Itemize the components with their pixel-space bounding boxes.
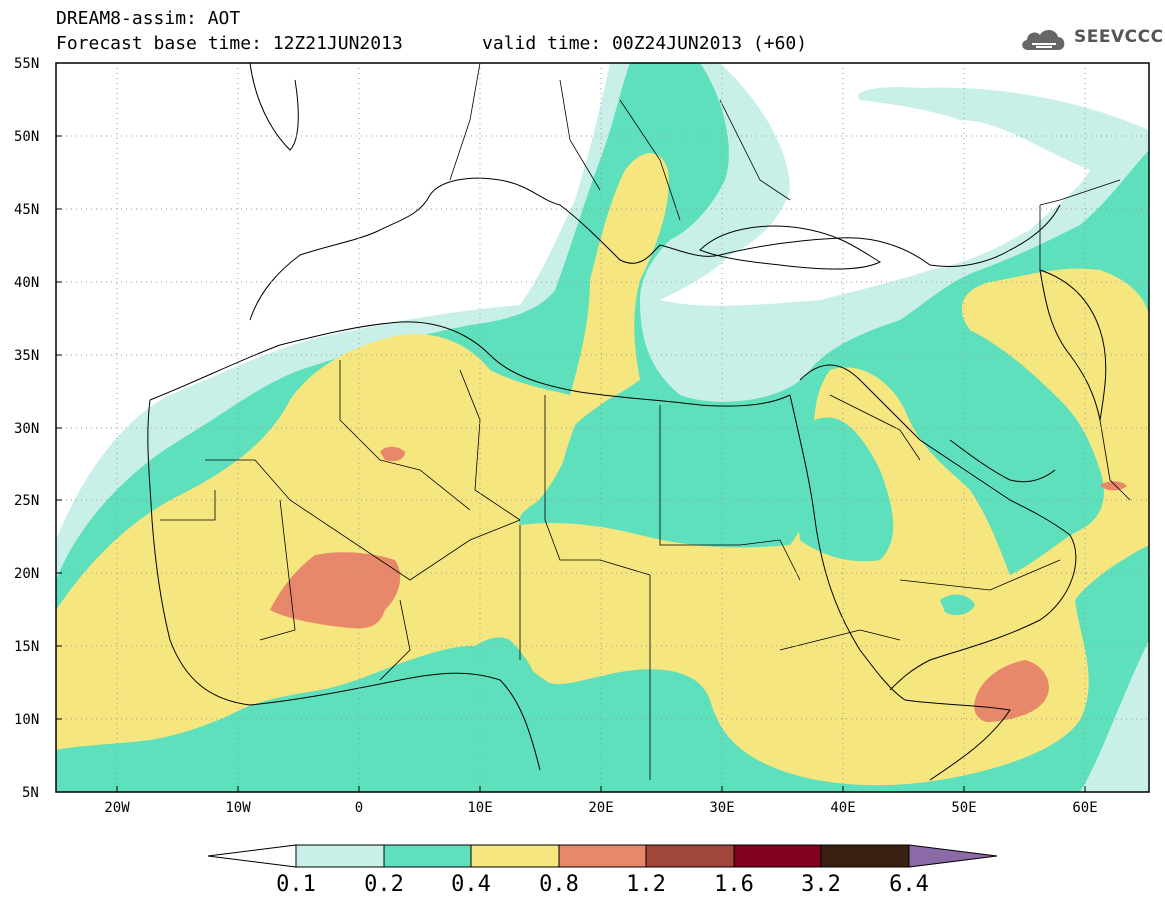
lat-label-5n: 5N	[22, 785, 39, 801]
lon-label-10w: 10W	[225, 800, 251, 816]
coastline-north-africa	[149, 321, 791, 407]
colorbar-swatch-0.8	[558, 844, 647, 868]
aot-contour-0.8-iran	[1100, 481, 1127, 491]
lat-label-25n: 25N	[14, 493, 39, 509]
colorbar-swatch-1.2	[645, 844, 735, 868]
colorbar-label-0.1: 0.1	[276, 872, 316, 897]
colorbar-label-3.2: 3.2	[801, 872, 841, 897]
lat-label-45n: 45N	[14, 202, 39, 218]
aot-contour-0.8-algeria	[380, 446, 405, 462]
cloud-icon	[1022, 29, 1065, 50]
colorbar-swatch-0.2	[383, 844, 472, 868]
colorbar	[207, 844, 998, 868]
valid-time: valid time: 00Z24JUN2013 (+60)	[482, 33, 808, 54]
colorbar-label-0.2: 0.2	[364, 872, 404, 897]
plot-title: DREAM8-assim: AOT	[56, 8, 241, 29]
coastline-horn	[904, 699, 1011, 781]
aot-contour-0.4	[56, 153, 1149, 786]
coastline-arabia	[799, 364, 1077, 691]
lon-label-40e: 40E	[830, 800, 855, 816]
aot-pocket-arabia	[798, 417, 894, 562]
aot-contour-0.8-mali	[270, 552, 401, 629]
longitude-labels: 20W 10W 0 10E 20E 30E 40E 50E 60E	[104, 800, 1097, 816]
colorbar-swatch-0.4	[470, 844, 560, 868]
colorbar-max-triangle	[908, 844, 998, 868]
coastline-persian-gulf	[949, 439, 1056, 483]
aot-field	[56, 63, 1149, 792]
coastline-europe	[249, 177, 1061, 321]
lat-label-10n: 10N	[14, 712, 39, 728]
aot-pocket-eastern-sahara	[520, 385, 792, 544]
lat-label-20n: 20N	[14, 566, 39, 582]
lat-label-35n: 35N	[14, 348, 39, 364]
lon-label-60e: 60E	[1072, 800, 1097, 816]
coastline-west-africa	[147, 399, 541, 771]
colorbar-label-0.4: 0.4	[451, 872, 491, 897]
lon-label-20w: 20W	[104, 800, 130, 816]
aot-pocket-red-sea	[940, 594, 975, 616]
lat-label-15n: 15N	[14, 639, 39, 655]
lat-label-40n: 40N	[14, 275, 39, 291]
coastline-black-sea	[699, 225, 882, 270]
colorbar-swatch-3.2	[820, 844, 910, 868]
coastline-caspian	[1039, 269, 1107, 421]
seevccc-logo: SEEVCCC	[1018, 24, 1163, 54]
country-borders	[160, 63, 1131, 780]
lon-label-0: 0	[355, 800, 363, 816]
coastline-uk	[249, 63, 299, 151]
logo-text: SEEVCCC	[1074, 27, 1164, 47]
coastline-red-sea	[789, 394, 906, 701]
colorbar-swatch-1.6	[733, 844, 822, 868]
lon-label-30e: 30E	[709, 800, 734, 816]
lat-label-30n: 30N	[14, 421, 39, 437]
lat-label-50n: 50N	[14, 129, 39, 145]
colorbar-label-1.6: 1.6	[714, 872, 754, 897]
colorbar-swatch-0.1	[295, 844, 385, 868]
ticks	[56, 62, 1086, 793]
colorbar-label-0.8: 0.8	[539, 872, 579, 897]
graticule	[56, 63, 1149, 792]
aot-pocket-sahel	[440, 637, 540, 706]
colorbar-min-triangle	[207, 844, 297, 868]
lon-label-10e: 10E	[467, 800, 492, 816]
lon-label-20e: 20E	[588, 800, 613, 816]
lat-label-55n: 55N	[14, 56, 39, 72]
colorbar-label-6.4: 6.4	[889, 872, 929, 897]
forecast-base-time: Forecast base time: 12Z21JUN2013	[56, 33, 403, 54]
latitude-labels: 55N 50N 45N 40N 35N 30N 25N 20N 15N 10N …	[14, 56, 39, 801]
coastlines	[147, 63, 1131, 781]
aot-contour-0.8-horn	[974, 660, 1049, 722]
colorbar-label-1.2: 1.2	[626, 872, 666, 897]
lon-label-50e: 50E	[951, 800, 976, 816]
